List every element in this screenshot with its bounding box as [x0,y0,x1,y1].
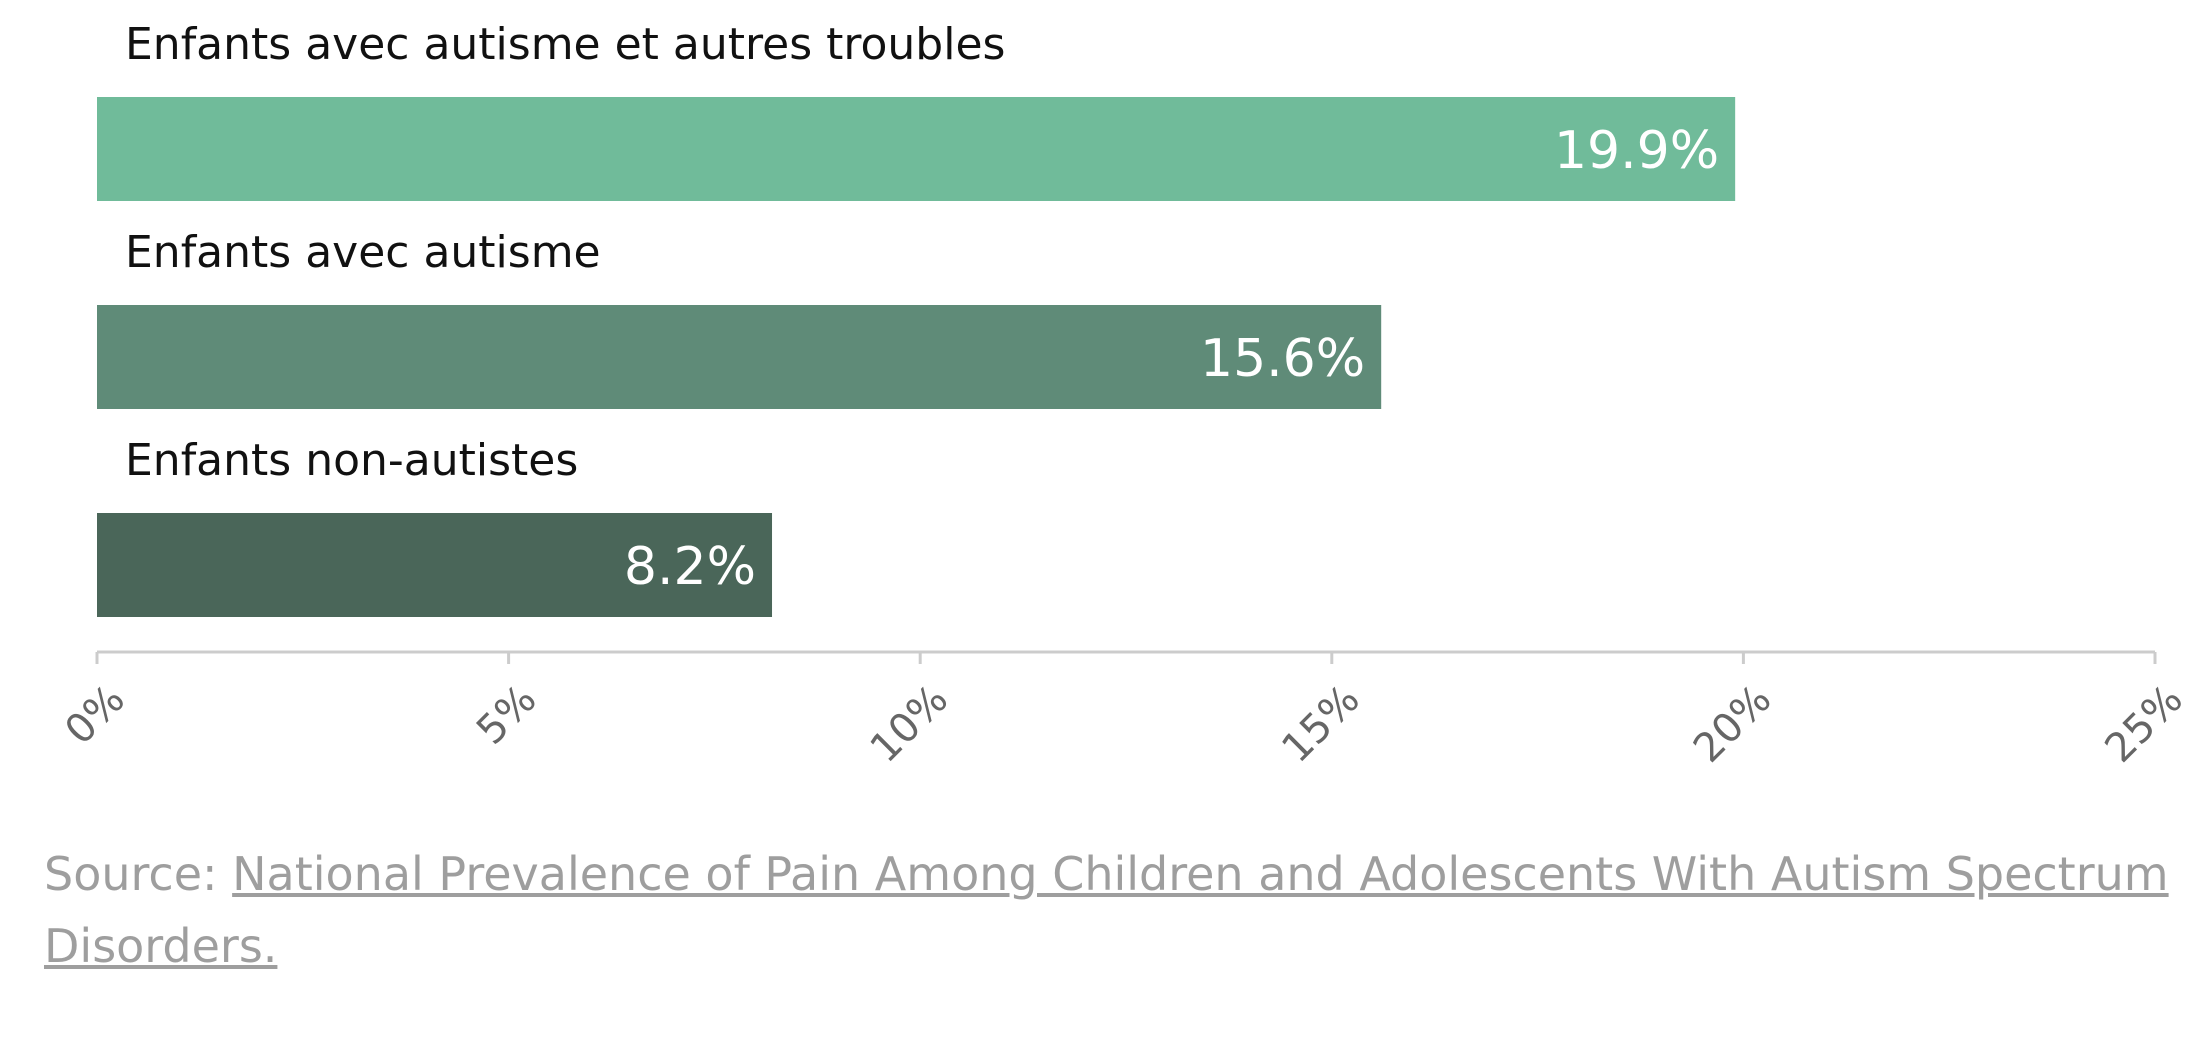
x-tick-label: 20% [1685,676,1780,771]
bar [97,305,1382,409]
category-label: Enfants non-autistes [125,435,578,486]
category-label: Enfants avec autisme [125,227,601,278]
x-tick-label: 15% [1273,676,1368,771]
bar-chart: Enfants avec autisme et autres troubles 1… [56,19,2191,772]
category-label: Enfants avec autisme et autres troubles [125,19,1005,70]
bar [97,513,773,617]
bar [97,97,1736,201]
x-tick-label: 5% [468,676,545,753]
source-note: Source: National Prevalence of Pain Amon… [44,838,2174,982]
x-tick-label: 25% [2096,676,2191,771]
source-link[interactable]: National Prevalence of Pain Among Childr… [44,847,2169,973]
value-label: 19.9% [1554,121,1719,181]
x-tick-label: 10% [862,676,957,771]
x-tick-label: 0% [56,676,133,753]
source-prefix: Source: [44,847,233,901]
value-label: 15.6% [1200,329,1365,389]
value-label: 8.2% [624,537,756,597]
